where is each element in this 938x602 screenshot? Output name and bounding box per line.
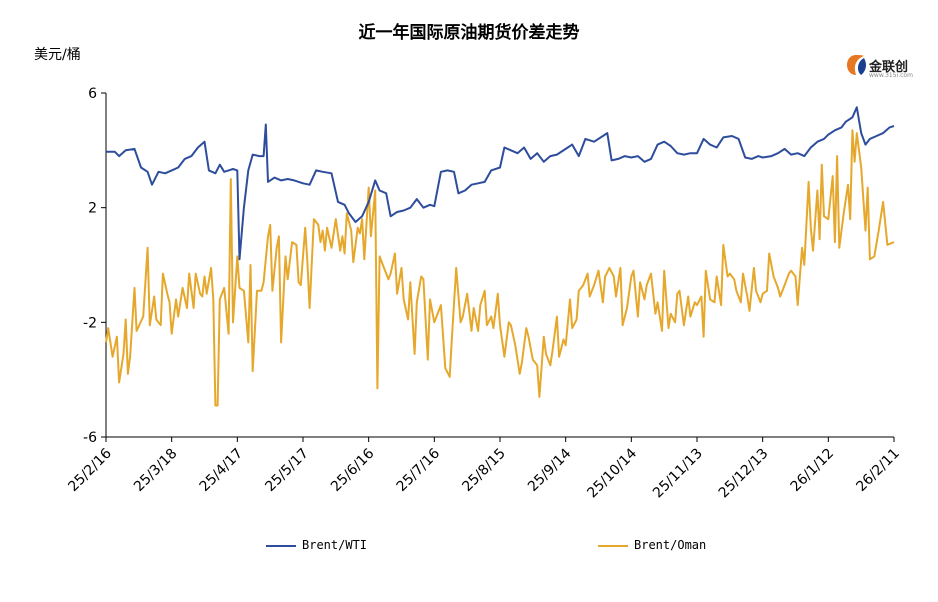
series-line-brent-wti: [106, 106, 895, 261]
x-tick-label: 25/10/14: [584, 445, 640, 501]
y-axis-unit-label: 美元/桶: [34, 47, 81, 63]
y-ticks: 6 2 -2 -6: [83, 86, 106, 446]
x-tick-label: 25/2/16: [65, 445, 115, 495]
x-tick-label: 25/12/13: [716, 446, 772, 502]
series-layer: [105, 106, 895, 407]
brand-logo: 金联创 www.315i.com: [846, 50, 916, 80]
x-tick-label: 26/1/12: [788, 446, 837, 495]
y-tick-label: 2: [88, 201, 97, 217]
brand-logo-url: www.315i.com: [869, 72, 913, 79]
brand-logo-text: 金联创: [869, 60, 909, 75]
x-tick-label: 25/7/16: [394, 445, 444, 495]
legend-label-brent-oman: Brent/Oman: [634, 538, 707, 552]
x-tick-label: 25/4/17: [197, 446, 246, 495]
x-ticks: 25/2/16 25/3/18 25/4/17 25/5/17 25/6/16 25/7/…: [65, 437, 903, 502]
y-tick-label: 6: [88, 86, 97, 102]
legend-label-brent-wti: Brent/WTI: [302, 538, 368, 552]
x-tick-label: 25/8/15: [459, 446, 508, 495]
x-tick-label: 25/11/13: [650, 446, 706, 502]
x-tick-label: 25/3/18: [131, 446, 180, 495]
legend-item-brent-oman: Brent/Oman: [598, 538, 706, 552]
x-tick-label: 25/9/14: [525, 445, 575, 495]
x-tick-label: 25/5/17: [262, 446, 311, 495]
x-tick-label: 25/6/16: [328, 445, 378, 495]
legend-swatch-brent-wti: [266, 544, 296, 547]
chart-axes: [105, 93, 894, 438]
legend-item-brent-wti: Brent/WTI: [266, 538, 367, 552]
brand-logo-icon: [847, 55, 866, 75]
y-tick-label: -2: [83, 315, 97, 331]
series-line-brent-oman: [105, 129, 895, 407]
x-tick-label: 26/2/11: [853, 446, 902, 495]
chart-title: 近一年国际原油期货价差走势: [358, 23, 580, 43]
y-tick-label: -6: [83, 430, 97, 446]
legend-swatch-brent-oman: [598, 544, 628, 547]
